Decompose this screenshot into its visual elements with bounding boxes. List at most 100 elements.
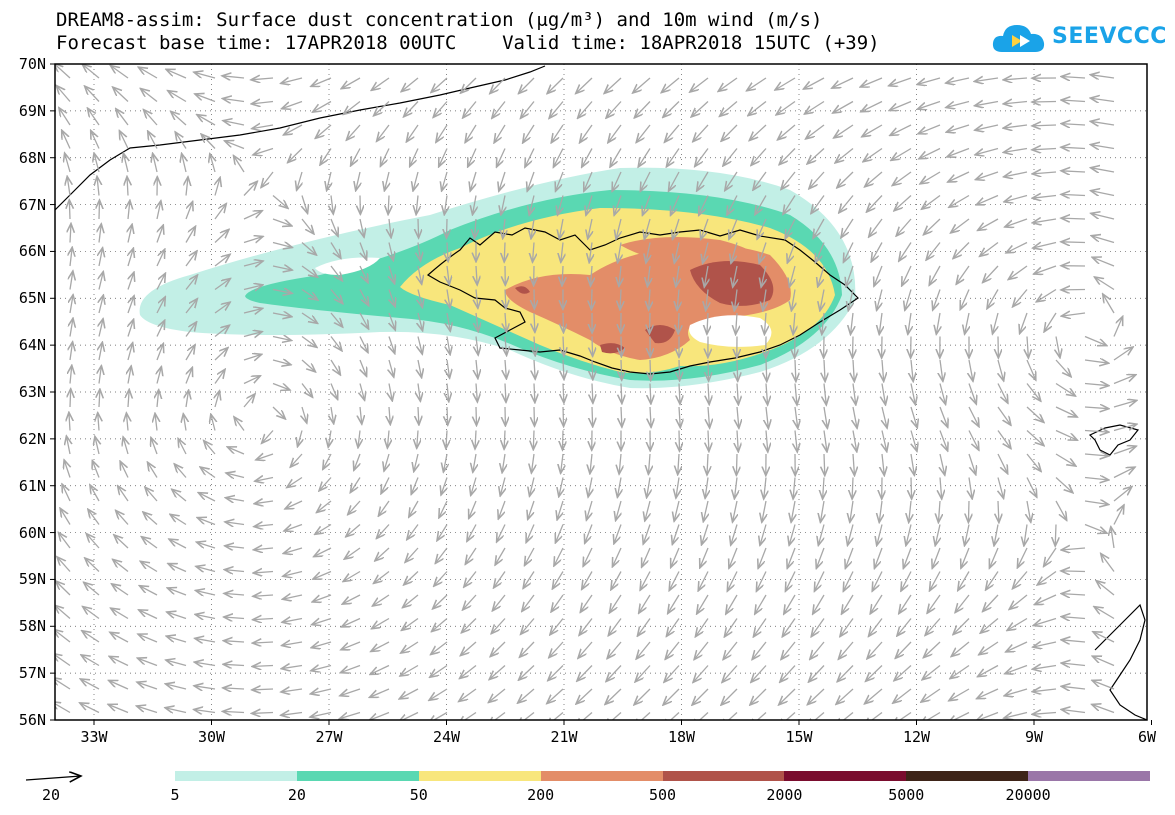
wind-arrow bbox=[563, 359, 564, 380]
wind-arrow bbox=[824, 430, 827, 452]
wind-arrow bbox=[813, 594, 825, 614]
wind-arrow bbox=[673, 218, 680, 239]
wind-arrow bbox=[669, 571, 680, 591]
wind-arrow bbox=[253, 619, 274, 620]
wind-arrow bbox=[252, 713, 274, 714]
wind-arrow bbox=[1026, 359, 1036, 380]
wind-arrow bbox=[610, 594, 622, 613]
wind-arrow bbox=[1056, 336, 1060, 358]
wind-arrow bbox=[108, 704, 129, 714]
wind-arrow bbox=[166, 660, 187, 666]
wind-arrow bbox=[342, 617, 361, 627]
wind-arrow bbox=[340, 688, 361, 696]
wind-arrow bbox=[170, 514, 187, 526]
wind-arrow bbox=[852, 477, 853, 500]
wind-arrow bbox=[376, 524, 390, 539]
wind-arrow bbox=[882, 406, 887, 428]
wind-arrow bbox=[1044, 312, 1057, 332]
wind-arrow bbox=[505, 312, 506, 332]
wind-arrow bbox=[491, 618, 506, 634]
wind-arrow bbox=[315, 523, 332, 535]
wind-arrow bbox=[401, 77, 419, 92]
wind-arrow bbox=[818, 524, 825, 546]
wind-arrow bbox=[519, 77, 535, 94]
wind-arrow bbox=[253, 595, 274, 596]
wind-arrow bbox=[901, 571, 912, 592]
wind-arrow bbox=[782, 618, 796, 637]
colorbar-segment bbox=[906, 771, 1029, 781]
wind-arrow bbox=[751, 665, 767, 683]
wind-arrow bbox=[222, 99, 245, 102]
wind-arrow bbox=[789, 265, 796, 287]
wind-arrow bbox=[853, 430, 857, 452]
wind-arrow bbox=[315, 124, 332, 138]
wind-arrow bbox=[869, 218, 883, 237]
wind-arrow bbox=[431, 641, 448, 655]
wind-arrow bbox=[197, 542, 216, 549]
wind-arrow bbox=[119, 131, 129, 149]
wind-arrow bbox=[70, 295, 73, 314]
wind-arrow bbox=[140, 561, 158, 573]
wind-arrow bbox=[820, 500, 824, 522]
wind-arrow bbox=[60, 508, 71, 525]
wind-arrow bbox=[951, 218, 970, 233]
wind-arrow bbox=[953, 242, 970, 259]
wind-arrow bbox=[116, 109, 129, 126]
wind-arrow bbox=[563, 406, 564, 427]
wind-arrow bbox=[351, 148, 361, 166]
lat-tick-label: 63N bbox=[18, 383, 46, 401]
wind-arrow bbox=[736, 453, 737, 475]
wind-arrow bbox=[281, 78, 303, 83]
wind-arrow bbox=[841, 218, 854, 238]
wind-arrow bbox=[611, 571, 622, 590]
lon-tick-label: 18W bbox=[667, 728, 696, 746]
wind-arrow bbox=[737, 359, 738, 381]
wind-arrow bbox=[1091, 213, 1115, 220]
wind-arrow bbox=[978, 218, 999, 230]
wind-arrow bbox=[617, 477, 621, 498]
wind-arrow bbox=[618, 242, 621, 263]
wind-arrow bbox=[224, 617, 245, 619]
wind-arrow bbox=[950, 664, 970, 679]
wind-arrow bbox=[940, 383, 946, 405]
wind-arrow bbox=[372, 594, 390, 606]
wind-arrow bbox=[446, 430, 447, 449]
wind-arrow bbox=[766, 359, 767, 382]
wind-arrow bbox=[951, 641, 970, 657]
wind-arrow bbox=[895, 641, 912, 658]
wind-arrow bbox=[756, 571, 767, 592]
wind-arrow bbox=[167, 588, 187, 596]
wind-arrow bbox=[123, 437, 128, 455]
wind-arrow bbox=[918, 124, 941, 134]
wind-arrow bbox=[725, 171, 738, 191]
wind-arrow bbox=[968, 383, 976, 405]
faroe-islands bbox=[1088, 424, 1140, 456]
wind-arrow bbox=[272, 313, 292, 317]
wind-arrow bbox=[194, 710, 216, 713]
wind-arrow bbox=[381, 477, 390, 494]
wind-arrow bbox=[750, 688, 767, 705]
wind-arrow bbox=[214, 325, 230, 338]
wind-arrow bbox=[1024, 524, 1027, 546]
wind-arrow bbox=[283, 548, 303, 554]
wind-arrow bbox=[447, 242, 448, 262]
wind-arrow bbox=[695, 618, 709, 637]
wind-arrow bbox=[118, 486, 129, 502]
wind-arrow bbox=[243, 308, 263, 313]
wind-arrow bbox=[998, 500, 999, 523]
wind-arrow bbox=[555, 524, 564, 543]
wind-arrow bbox=[1113, 505, 1124, 525]
wind-arrow bbox=[340, 664, 361, 673]
wind-arrow bbox=[165, 684, 187, 689]
wind-arrow bbox=[243, 211, 262, 220]
wind-arrow bbox=[399, 688, 419, 699]
wind-arrow bbox=[175, 132, 187, 149]
wind-arrow bbox=[223, 121, 245, 125]
wind-arrow bbox=[983, 265, 999, 283]
wind-arrow bbox=[1113, 487, 1132, 502]
wind-arrow bbox=[330, 289, 343, 304]
wind-arrow bbox=[1009, 594, 1028, 609]
wind-arrow bbox=[998, 477, 1004, 499]
wind-arrow bbox=[522, 594, 535, 611]
wind-arrow bbox=[1084, 478, 1109, 481]
